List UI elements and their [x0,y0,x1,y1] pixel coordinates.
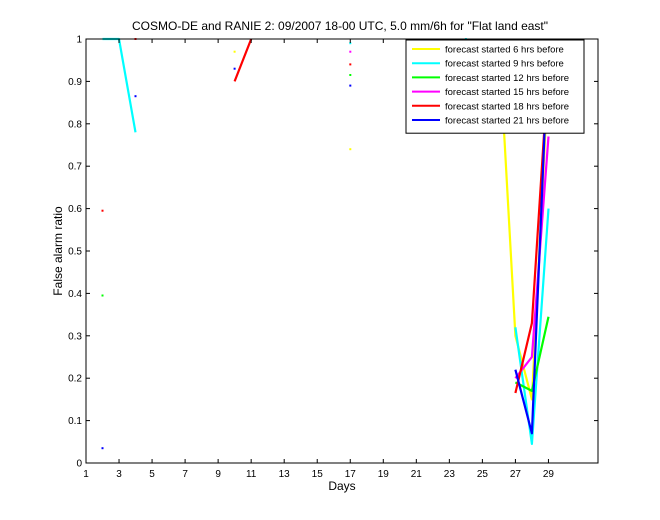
series-5-line-1 [233,38,253,82]
x-tick-label: 7 [182,469,188,480]
series-6-line-1 [514,38,550,435]
legend-label-6: forecast started 21 hrs before [445,116,569,127]
y-tick-label: 0.5 [68,247,82,258]
series-5-point-3 [349,63,352,66]
x-tick-label: 27 [510,469,522,480]
series-6-point-4 [349,84,352,87]
y-tick-label: 0.2 [68,374,82,385]
x-axis-title: Days [328,479,355,493]
y-tick-label: 0.6 [68,204,82,215]
y-tick-label: 1 [76,35,82,46]
y-tick-label: 0.7 [68,162,82,173]
x-tick-label: 13 [279,469,291,480]
series-3-point-1 [101,294,104,297]
legend-label-3: forecast started 12 hrs before [445,73,569,84]
series-6-point-1 [101,447,104,450]
x-tick-label: 21 [411,469,423,480]
series-6 [101,38,550,450]
y-tick-label: 0.3 [68,331,82,342]
x-tick-label: 3 [116,469,122,480]
legend-label-4: forecast started 15 hrs before [445,87,569,98]
legend-box [405,39,585,134]
series-3 [101,74,550,392]
legend: forecast started 6 hrs before forecast st… [405,39,585,134]
series-4-point-1 [349,50,352,53]
x-tick-label: 17 [345,469,357,480]
x-tick-label: 11 [246,469,257,480]
series-3-line-1 [514,316,550,392]
series-6-point-2 [134,95,137,98]
legend-label-2: forecast started 9 hrs before [445,59,564,70]
series-1-point-2 [349,148,352,151]
axes: 1 3 5 7 9 11 13 15 17 19 21 23 25 27 2900.10.20.30.40.… [68,35,599,480]
x-tick-label: 19 [378,469,390,480]
x-tick-label: 29 [543,469,555,480]
y-tick-label: 0.8 [68,119,82,130]
y-tick-label: 0 [76,459,82,470]
series-2-point-1 [349,42,352,45]
series-1-point-1 [233,50,236,53]
x-tick-label: 5 [149,469,155,480]
chart-title: COSMO-DE and RANIE 2: 09/2007 18-00 UTC,… [132,19,548,33]
y-tick-label: 0.1 [68,416,82,427]
x-tick-label: 1 [83,469,89,480]
legend-label-1: forecast started 6 hrs before [445,45,564,56]
x-tick-label: 9 [215,469,221,480]
y-tick-label: 0.9 [68,77,82,88]
series-3-point-2 [349,74,352,76]
series-5-point-1 [101,209,104,212]
series-6-point-3 [233,67,236,70]
x-tick-label: 25 [477,469,489,480]
y-tick-label: 0.4 [68,289,82,300]
x-tick-label: 15 [312,469,324,480]
legend-label-5: forecast started 18 hrs before [445,101,569,112]
y-axis-title: False alarm ratio [51,206,65,296]
x-tick-label: 23 [444,469,456,480]
